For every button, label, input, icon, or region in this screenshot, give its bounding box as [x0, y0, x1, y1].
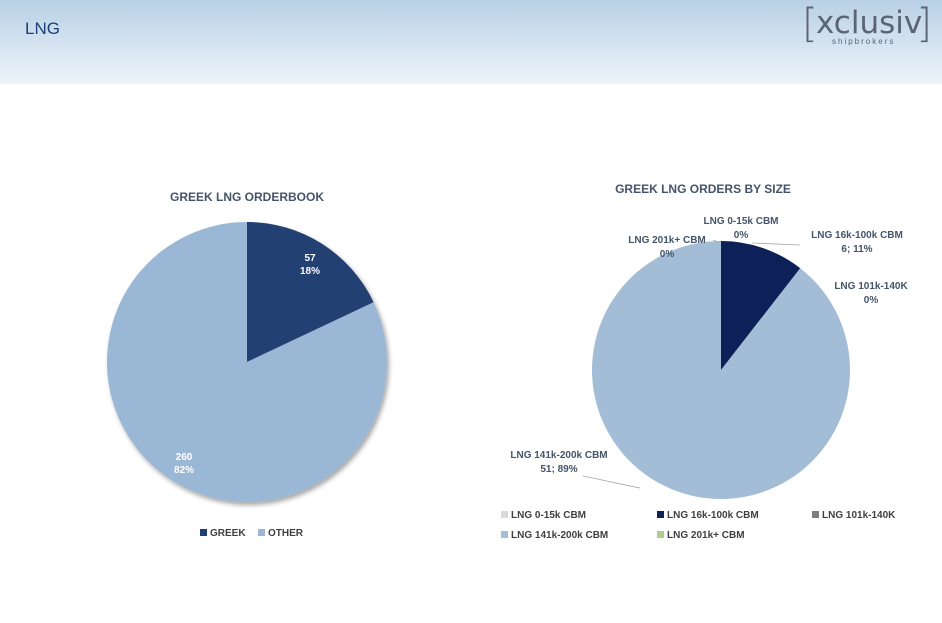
chart1-slice-1	[106, 222, 387, 502]
logo-word: xclusiv	[816, 5, 923, 41]
logo-subtitle: shipbrokers	[832, 37, 896, 46]
chart2-label-201k-name: LNG 201k+ CBM	[628, 235, 706, 246]
chart2-label-16k-name: LNG 16k-100k CBM	[811, 230, 903, 241]
chart2-leader-16k	[751, 242, 801, 246]
chart1-legend-swatch-other	[258, 529, 265, 536]
chart2-slice-3	[592, 241, 850, 499]
chart2-label-16k-text: 6; 11%	[841, 244, 872, 255]
chart1-legend-swatch-greek	[200, 529, 207, 536]
logo-bracket-left: [	[802, 1, 818, 47]
chart2-legend-swatch-101k	[812, 511, 819, 518]
chart2-legend-141k: LNG 141k-200k CBM	[511, 530, 608, 541]
page-title: LNG	[25, 19, 60, 38]
chart2-label-101k-text: 0%	[864, 295, 879, 306]
chart2-label-101k-name: LNG 101k-140K	[834, 281, 908, 292]
chart2-label-141k-name: LNG 141k-200k CBM	[510, 450, 607, 461]
chart1-slices	[106, 222, 387, 502]
chart2-label-141k-text: 51; 89%	[540, 464, 577, 475]
xclusiv-logo: [ xclusiv ] shipbrokers	[802, 4, 932, 50]
chart1-legend-greek: GREEK	[210, 528, 246, 539]
chart1-label-other-percent: 82%	[174, 465, 194, 476]
chart2-legend-swatch-141k	[501, 531, 508, 538]
chart-orders-by-size: GREEK LNG ORDERS BY SIZE LNG 0-15k CBM 0…	[501, 182, 908, 541]
chart2-legend-swatch-201k	[657, 531, 664, 538]
chart2-legend-201k: LNG 201k+ CBM	[667, 530, 745, 541]
chart2-label-0-15k-name: LNG 0-15k CBM	[703, 216, 778, 227]
header-bar: LNG [ xclusiv ] shipbrokers	[0, 0, 942, 84]
chart2-legend-swatch-16k	[657, 511, 664, 518]
chart2-legend-101k: LNG 101k-140K	[822, 510, 896, 521]
chart1-slice-0	[247, 222, 374, 362]
chart1-label-greek-value: 57	[304, 253, 316, 264]
chart2-label-201k-text: 0%	[660, 249, 675, 260]
chart2-legend-0-15k: LNG 0-15k CBM	[511, 510, 586, 521]
chart2-slices	[592, 241, 850, 499]
chart2-leader-201k	[712, 239, 719, 243]
logo-bracket-right: ]	[916, 1, 932, 47]
chart-greek-orderbook: GREEK LNG ORDERBOOK 57 18% 260 82% GREEK…	[106, 190, 387, 539]
chart2-label-0-15k-text: 0%	[734, 230, 749, 241]
chart1-title: GREEK LNG ORDERBOOK	[170, 190, 324, 204]
chart2-legend-swatch-0-15k	[501, 511, 508, 518]
chart2-leader-141k	[582, 475, 641, 489]
chart1-label-other-value: 260	[176, 452, 193, 463]
chart2-slice-1	[721, 241, 801, 370]
chart2-legend-16k: LNG 16k-100k CBM	[667, 510, 759, 521]
chart1-legend-other: OTHER	[268, 528, 304, 539]
chart1-label-greek-percent: 18%	[300, 266, 320, 277]
chart2-title: GREEK LNG ORDERS BY SIZE	[615, 182, 791, 196]
